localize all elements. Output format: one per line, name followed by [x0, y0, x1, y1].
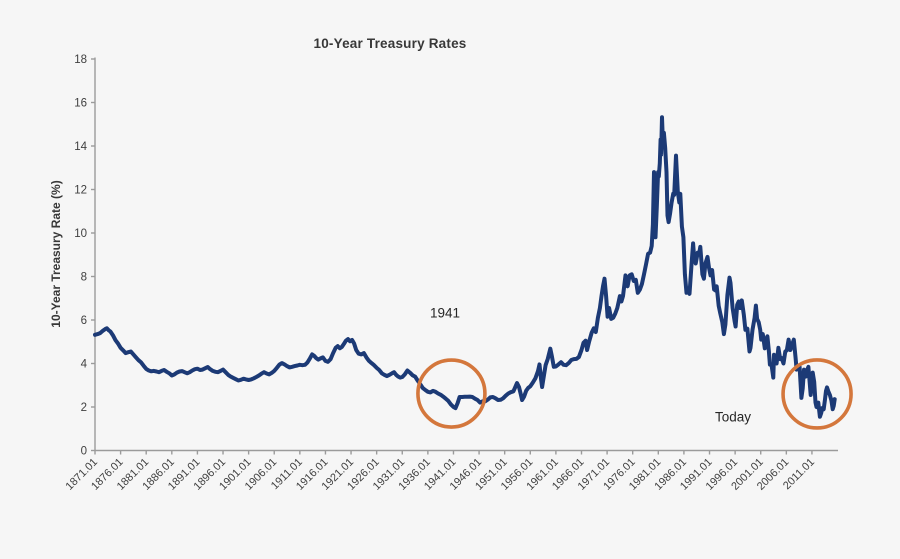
y-tick-label: 14 — [74, 141, 87, 153]
annotation-today: Today — [714, 409, 752, 425]
chart-title: 10-Year Treasury Rates — [313, 36, 467, 51]
y-tick-label: 8 — [81, 272, 87, 284]
y-tick-label: 2 — [81, 402, 87, 414]
y-tick-label: 16 — [74, 98, 87, 110]
y-tick-label: 4 — [81, 359, 88, 371]
y-tick-label: 0 — [81, 446, 87, 458]
annotation-1941: 1941 — [429, 305, 461, 321]
treasury-rate-line — [93, 115, 837, 419]
y-tick-label: 10 — [74, 228, 87, 240]
y-tick-label: 12 — [74, 185, 87, 197]
y-tick-label: 18 — [74, 54, 87, 66]
y-tick-label: 6 — [81, 315, 87, 327]
highlight-circle-today — [781, 358, 853, 430]
highlight-circle-1941 — [416, 358, 487, 429]
